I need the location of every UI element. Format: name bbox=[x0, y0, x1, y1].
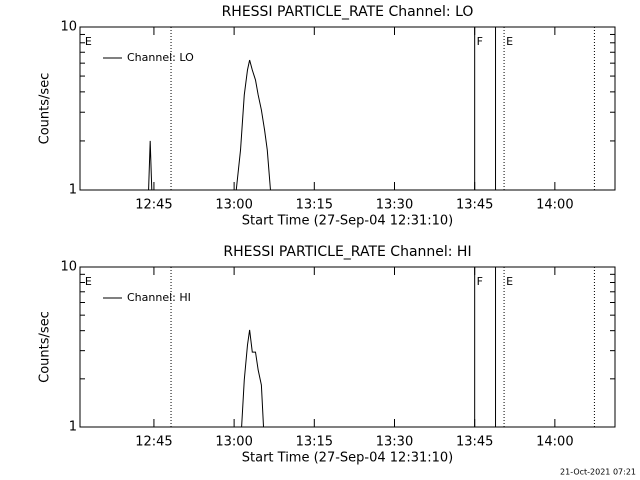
event-label: F bbox=[477, 275, 483, 288]
legend-label: Channel: LO bbox=[127, 51, 194, 64]
legend-label: Channel: HI bbox=[127, 291, 191, 304]
chart-title: RHESSI PARTICLE_RATE Channel: HI bbox=[223, 244, 471, 260]
y-tick-label: 1 bbox=[69, 183, 77, 198]
y-tick-label: 10 bbox=[60, 20, 77, 35]
x-axis-label: Start Time (27-Sep-04 12:31:10) bbox=[242, 451, 453, 466]
x-tick-label: 13:45 bbox=[456, 198, 493, 213]
x-tick-label: 14:00 bbox=[536, 198, 573, 213]
y-axis-label: Counts/sec bbox=[38, 311, 53, 383]
x-tick-label: 12:45 bbox=[135, 435, 172, 450]
event-label: E bbox=[85, 275, 92, 288]
x-tick-label: 14:00 bbox=[536, 435, 573, 450]
x-tick-label: 13:30 bbox=[376, 435, 413, 450]
data-line bbox=[241, 329, 265, 428]
plot-frame bbox=[79, 266, 616, 428]
plot-frame bbox=[79, 26, 616, 191]
x-tick-label: 12:45 bbox=[135, 198, 172, 213]
y-tick-label: 10 bbox=[60, 260, 77, 275]
x-tick-label: 13:45 bbox=[456, 435, 493, 450]
x-axis-label: Start Time (27-Sep-04 12:31:10) bbox=[242, 214, 453, 229]
timestamp: 21-Oct-2021 07:21 bbox=[560, 468, 636, 477]
event-label: F bbox=[477, 35, 483, 48]
x-tick-label: 13:15 bbox=[296, 435, 333, 450]
event-label: E bbox=[85, 35, 92, 48]
y-axis-label: Counts/sec bbox=[38, 73, 53, 145]
y-tick-label: 1 bbox=[69, 420, 77, 435]
event-label: E bbox=[506, 35, 513, 48]
x-tick-label: 13:15 bbox=[296, 198, 333, 213]
x-tick-label: 13:00 bbox=[215, 435, 252, 450]
chart-title: RHESSI PARTICLE_RATE Channel: LO bbox=[222, 4, 474, 20]
x-tick-label: 13:00 bbox=[215, 198, 252, 213]
x-tick-label: 13:30 bbox=[376, 198, 413, 213]
data-line bbox=[148, 59, 271, 191]
event-label: E bbox=[506, 275, 513, 288]
